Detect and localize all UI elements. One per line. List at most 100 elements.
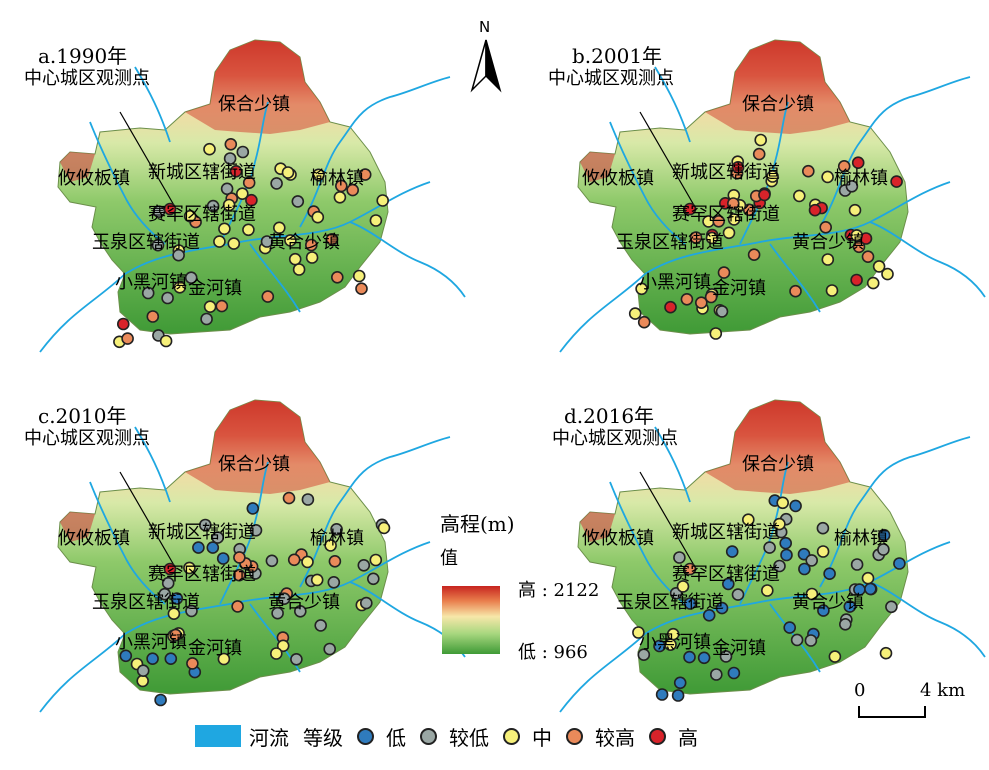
observation-point (850, 558, 864, 571)
observation-point (850, 273, 863, 287)
observation-point (158, 587, 171, 601)
observation-point (712, 215, 725, 228)
observation-point (305, 251, 319, 264)
observation-point (312, 168, 325, 182)
observation-point (173, 280, 187, 294)
observation-point (683, 597, 697, 610)
observation-point (172, 248, 185, 262)
observation-point (804, 634, 818, 647)
observation-point (763, 541, 776, 554)
label-huanghe: 黄合少镇 (268, 592, 340, 613)
observation-point (671, 689, 685, 702)
observation-point (227, 237, 241, 250)
observation-point (330, 523, 343, 536)
legend-grade-higher: 较高 (566, 722, 635, 751)
elevation-value-label: 值 (440, 548, 458, 569)
observation-point (292, 263, 306, 276)
map-panel-2016: d.2016年 中心城区观测点 保合少镇 攸攸板镇 新城区辖街道 榆林镇 赛罕区… (520, 372, 989, 742)
observation-point (885, 600, 898, 614)
observation-point (816, 545, 830, 558)
observation-point (850, 229, 864, 242)
label-youyouban: 攸攸板镇 (58, 168, 130, 189)
observation-point (301, 493, 315, 506)
legend-grade-label: 较高 (595, 725, 635, 750)
observation-point (773, 559, 786, 573)
observation-point (169, 628, 182, 642)
label-yulin: 榆林镇 (310, 528, 364, 549)
observation-point (727, 666, 741, 680)
label-center-obs: 中心城区观测点 (24, 68, 150, 89)
observation-point (861, 250, 875, 263)
label-youyouban: 攸攸板镇 (582, 168, 654, 189)
observation-point (758, 188, 771, 202)
observation-point (304, 238, 318, 252)
observation-point (377, 521, 391, 535)
observation-point (851, 156, 865, 169)
panel-label: c.2010年 (38, 404, 127, 428)
label-yuquan: 玉泉区辖街道 (616, 232, 724, 253)
observation-point (877, 528, 891, 542)
observation-point (334, 179, 348, 193)
observation-point (801, 164, 815, 178)
legend-grade-mid: 中 (503, 722, 552, 751)
map-canvas (39, 399, 466, 713)
observation-point (776, 496, 790, 510)
observation-point (683, 650, 696, 664)
center-observation-point (163, 202, 177, 216)
label-huanghe: 黄合少镇 (268, 232, 340, 253)
label-baohe: 保合少镇 (742, 454, 814, 475)
label-xiaohei: 小黑河镇 (115, 272, 187, 293)
label-jinhe: 金河镇 (712, 278, 766, 299)
observation-point (141, 286, 155, 300)
label-xiaohei: 小黑河镇 (115, 632, 187, 653)
observation-point (709, 327, 723, 340)
observation-point (789, 284, 802, 298)
observation-point (161, 291, 174, 305)
observation-point (359, 596, 373, 610)
grade-dot-high (649, 727, 666, 745)
observation-point (821, 253, 835, 266)
observation-point (236, 145, 250, 159)
observation-point (805, 554, 819, 567)
observation-point (164, 652, 178, 666)
observation-point (722, 577, 735, 591)
observation-point (680, 292, 694, 306)
grade-dot-higher (566, 727, 583, 745)
grade-dot-lower (420, 727, 437, 745)
observation-point (186, 657, 199, 670)
label-xincheng: 新城区辖街道 (672, 522, 780, 543)
observation-point (369, 553, 383, 567)
observation-point (293, 605, 307, 618)
label-saihan: 赛罕区辖街道 (672, 564, 780, 585)
label-yulin: 榆林镇 (834, 168, 888, 189)
observation-point (817, 604, 830, 617)
elevation-legend: 高程(m) 值 高 : 2122 低 : 966 (440, 508, 620, 668)
observation-point (183, 209, 197, 223)
observation-point (290, 652, 303, 666)
map-panel-2001: b.2001年 中心城区观测点 保合少镇 攸攸板镇 新城区辖街道 榆林镇 赛罕区… (520, 12, 989, 382)
label-yulin: 榆林镇 (310, 168, 364, 189)
observation-point (231, 600, 244, 613)
label-center-obs: 中心城区观测点 (552, 428, 678, 449)
observation-point (233, 551, 246, 564)
observation-point (366, 572, 380, 586)
observation-point (872, 260, 886, 273)
observation-point (837, 160, 851, 173)
observation-point (314, 619, 328, 632)
observation-point (229, 165, 243, 178)
observation-point (206, 199, 220, 213)
elevation-low-label: 低 : 966 (518, 642, 588, 663)
label-huanghe: 黄合少镇 (792, 232, 864, 253)
observation-point (260, 235, 274, 248)
scale-bar: 0 4 km (848, 678, 978, 728)
observation-point (766, 170, 779, 183)
observation-point (161, 576, 175, 590)
observation-point (635, 282, 648, 296)
legend-grade-low: 低 (357, 722, 406, 751)
observation-point (301, 555, 314, 569)
label-yuquan: 玉泉区辖街道 (92, 232, 200, 253)
observation-point (249, 524, 263, 537)
observation-point (117, 317, 130, 331)
observation-point (825, 284, 839, 297)
label-youyouban: 攸攸板镇 (582, 528, 654, 549)
